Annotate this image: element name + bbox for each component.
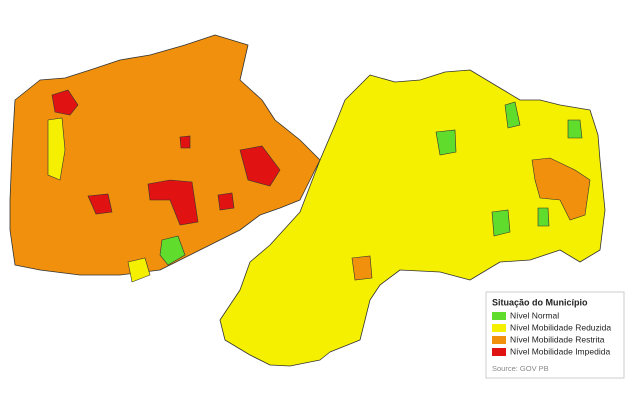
legend-box <box>485 291 625 379</box>
legend-swatch <box>492 336 506 344</box>
green-patch <box>435 129 457 156</box>
legend-swatch <box>492 312 506 320</box>
orange-patch <box>351 255 373 281</box>
east-region <box>219 69 606 367</box>
green-patch <box>567 119 583 139</box>
red-patch <box>179 135 191 149</box>
red-patch <box>147 179 199 226</box>
legend-swatch <box>492 324 506 332</box>
legend-label: Nível Mobilidade Impedida <box>510 346 610 356</box>
green-patch <box>159 235 186 266</box>
red-patch <box>217 192 235 211</box>
south-yellow-patch <box>127 257 151 283</box>
source: Source: GOV PB <box>492 364 549 373</box>
legend-label: Nível Mobilidade Reduzida <box>510 322 611 332</box>
legend-title: Situação do Município <box>492 297 588 307</box>
red-patch <box>51 89 79 116</box>
green-patch <box>504 101 521 129</box>
green-patch <box>491 209 511 237</box>
green-patch <box>537 207 550 227</box>
legend-label: Nível Normal <box>510 310 559 320</box>
legend: Situação do Município Source: GOV PB Nív… <box>485 291 625 379</box>
red-patch <box>87 193 113 215</box>
state-map <box>9 34 606 367</box>
red-patch <box>239 145 281 187</box>
legend-swatch <box>492 348 506 356</box>
orange-patch <box>531 157 591 221</box>
west-yellow-strip <box>47 117 66 181</box>
legend-label: Nível Mobilidade Restrita <box>510 334 605 344</box>
west-region <box>9 34 321 276</box>
